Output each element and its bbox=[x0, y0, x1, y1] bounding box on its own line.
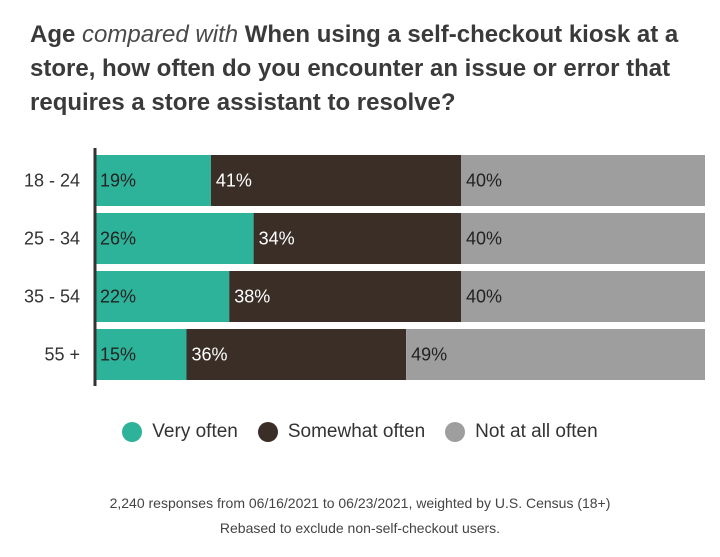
legend-item-very-often: Very often bbox=[122, 421, 238, 443]
bar-not-at-all-often-18-24 bbox=[461, 155, 705, 206]
data-label-not-at-all-often-18-24: 40% bbox=[466, 171, 502, 191]
category-label-55: 55 + bbox=[44, 345, 80, 365]
bar-somewhat-often-55 bbox=[186, 329, 407, 380]
legend-swatch-not-at-all-often bbox=[445, 422, 466, 442]
bar-not-at-all-often-25-34 bbox=[461, 213, 705, 264]
legend-item-somewhat-often: Somewhat often bbox=[257, 421, 426, 443]
data-label-not-at-all-often-35-54: 40% bbox=[466, 287, 502, 307]
legend-item-not-at-all-often: Not at all often bbox=[445, 421, 598, 443]
legend-swatch-somewhat-often bbox=[257, 422, 278, 442]
bar-somewhat-often-35-54 bbox=[229, 271, 461, 322]
bar-not-at-all-often-35-54 bbox=[461, 271, 705, 322]
category-label-25-34: 25 - 34 bbox=[24, 229, 80, 249]
data-label-somewhat-often-35-54: 38% bbox=[234, 287, 270, 307]
data-label-somewhat-often-25-34: 34% bbox=[259, 229, 295, 249]
data-label-very-often-55: 15% bbox=[100, 345, 136, 365]
title-connector: compared with bbox=[82, 21, 239, 48]
footer-rebase-note: Rebased to exclude non-self-checkout use… bbox=[219, 520, 501, 536]
footer: 2,240 responses from 06/16/2021 to 06/23… bbox=[0, 491, 720, 541]
title-primary-variable: Age bbox=[30, 21, 76, 48]
bar-not-at-all-often-55 bbox=[406, 329, 705, 380]
bar-very-often-25-34 bbox=[95, 213, 254, 264]
data-label-not-at-all-often-55: 49% bbox=[411, 345, 447, 365]
data-label-very-often-35-54: 22% bbox=[100, 287, 136, 307]
data-label-not-at-all-often-25-34: 40% bbox=[466, 229, 502, 249]
legend-label-very-often: Very often bbox=[152, 421, 238, 442]
data-label-somewhat-often-18-24: 41% bbox=[216, 171, 252, 191]
data-label-very-often-18-24: 19% bbox=[100, 171, 136, 191]
category-label-35-54: 35 - 54 bbox=[24, 287, 80, 307]
footer-responses-note: 2,240 responses from 06/16/2021 to 06/23… bbox=[109, 495, 611, 511]
legend: Very often Somewhat often Not at all oft… bbox=[0, 421, 720, 443]
bar-very-often-18-24 bbox=[95, 155, 211, 206]
bar-somewhat-often-25-34 bbox=[253, 213, 461, 264]
stacked-bar-chart: 18 - 24 19% 41% 40% 25 - 34 26% 34% 40% 35 - 54 2… bbox=[24, 148, 705, 386]
data-label-somewhat-often-55: 36% bbox=[192, 345, 228, 365]
data-label-very-often-25-34: 26% bbox=[100, 229, 136, 249]
legend-label-somewhat-often: Somewhat often bbox=[287, 421, 426, 442]
title-question: When using a self-checkout kiosk at a st… bbox=[30, 21, 679, 116]
bar-somewhat-often-18-24 bbox=[210, 155, 461, 206]
chart-title: Age compared with When using a self-chec… bbox=[30, 18, 700, 120]
legend-swatch-very-often bbox=[122, 422, 143, 442]
bar-very-often-35-54 bbox=[95, 271, 230, 322]
category-label-18-24: 18 - 24 bbox=[24, 171, 80, 191]
legend-label-not-at-all-often: Not at all often bbox=[475, 421, 598, 442]
bar-very-often-55 bbox=[95, 329, 187, 380]
